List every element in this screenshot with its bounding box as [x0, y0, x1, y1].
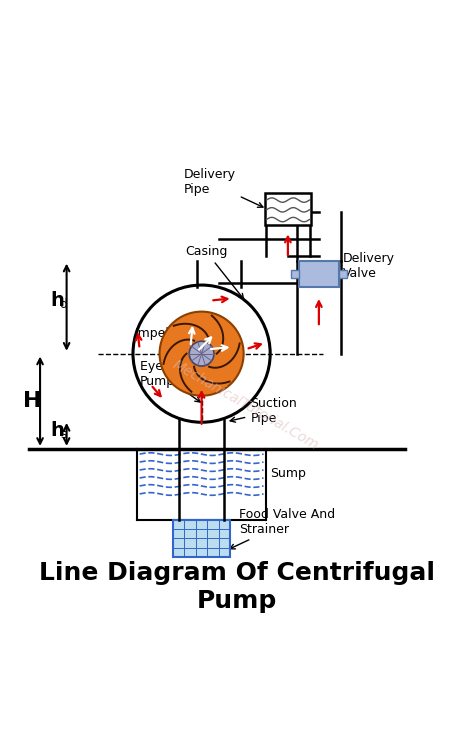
- Text: Eye Of
Pump: Eye Of Pump: [140, 360, 201, 402]
- Text: s: s: [60, 428, 67, 441]
- Text: Food Valve And
Strainer: Food Valve And Strainer: [230, 508, 335, 549]
- Text: Delivery
Valve: Delivery Valve: [343, 252, 395, 280]
- Bar: [299, 261, 339, 287]
- Circle shape: [189, 341, 214, 366]
- Text: Suction
Pipe: Suction Pipe: [230, 397, 297, 425]
- Text: h: h: [50, 420, 64, 439]
- Text: h: h: [50, 291, 64, 310]
- Bar: [264, 193, 311, 225]
- Text: Casing: Casing: [185, 245, 244, 299]
- Text: MechanicalTutorial.Com: MechanicalTutorial.Com: [171, 357, 321, 452]
- Text: H: H: [23, 392, 41, 411]
- Text: Sump: Sump: [270, 466, 306, 479]
- Bar: [173, 519, 230, 557]
- Text: Line Diagram Of Centrifugal
Pump: Line Diagram Of Centrifugal Pump: [39, 561, 435, 613]
- Text: d: d: [60, 299, 67, 311]
- Bar: [339, 271, 347, 277]
- Circle shape: [133, 285, 270, 423]
- Circle shape: [160, 311, 244, 395]
- Bar: [291, 271, 299, 277]
- Text: Impeller: Impeller: [135, 327, 186, 339]
- Text: Delivery
Pipe: Delivery Pipe: [184, 169, 263, 207]
